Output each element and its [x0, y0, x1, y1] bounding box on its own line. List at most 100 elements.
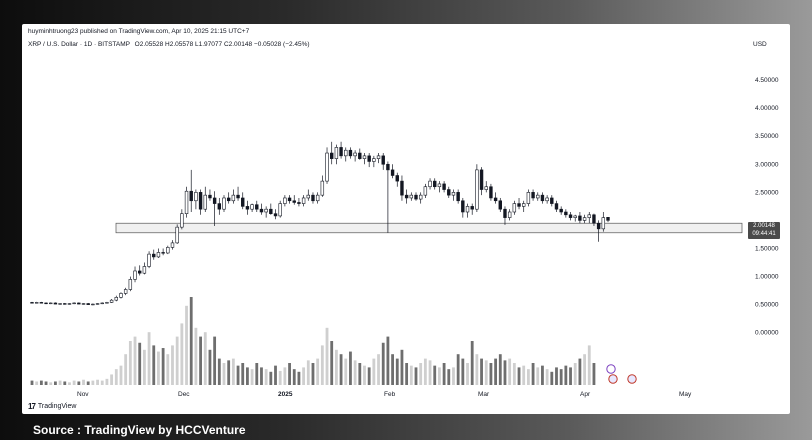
volume-bar	[573, 363, 577, 385]
volume-bar	[470, 341, 474, 385]
volume-bar	[395, 358, 399, 385]
candle-body	[334, 147, 339, 159]
symbol-label[interactable]: XRP / U.S. Dollar · 1D · BITSTAMP	[28, 41, 130, 48]
volume-bar	[512, 363, 516, 385]
volume-bar	[157, 351, 160, 385]
volume-bar	[49, 382, 53, 385]
volume-bar	[222, 363, 226, 385]
volume-bar	[217, 358, 221, 385]
volume-bar	[63, 381, 67, 385]
candle-body	[367, 155, 371, 162]
x-tick-label: Feb	[384, 391, 396, 398]
volume-bar	[35, 381, 39, 385]
candle-body	[489, 186, 493, 199]
candle-body	[451, 192, 456, 196]
volume-bar	[91, 380, 95, 385]
candle-body	[587, 214, 591, 218]
volume-bar	[400, 349, 404, 385]
y-tick-label: 1.50000	[755, 246, 779, 253]
volume-bar	[77, 381, 81, 385]
candle-body	[592, 214, 596, 224]
volume-bar	[311, 363, 315, 385]
volume-bar	[114, 369, 118, 385]
candle-body	[315, 194, 320, 202]
candle-body	[325, 152, 329, 182]
volume-bar	[147, 332, 151, 385]
candle-body	[582, 217, 587, 221]
volume-bar	[320, 345, 324, 385]
last-price-value: 2.00148	[753, 223, 775, 229]
volume-bar	[569, 367, 572, 385]
volume-bar	[231, 358, 235, 385]
volume-bar	[344, 358, 348, 385]
candle-body	[414, 194, 418, 200]
volume-bar	[288, 363, 291, 385]
volume-bar	[330, 341, 334, 385]
volume-bar	[583, 354, 586, 385]
candle-body	[91, 303, 95, 306]
candle-body	[301, 197, 306, 204]
candle-body	[175, 226, 179, 244]
y-tick-label: 3.00000	[755, 161, 779, 168]
publisher-line: huyminhtruong23 published on TradingView…	[28, 28, 250, 35]
candle-body	[109, 299, 114, 303]
candle-body	[386, 163, 390, 171]
candle-body	[39, 302, 44, 304]
candle-body	[522, 203, 526, 207]
candle-body	[479, 169, 484, 190]
volume-bar	[489, 363, 493, 385]
x-tick-label: 2025	[278, 391, 293, 398]
volume-bar	[386, 336, 390, 385]
currency-label[interactable]: USD	[753, 41, 767, 48]
candle-body	[269, 208, 273, 214]
candle-body	[447, 189, 451, 196]
volume-bar	[152, 345, 156, 385]
volume-bar	[264, 369, 268, 385]
volume-bar	[54, 381, 57, 385]
candle-body	[465, 206, 470, 213]
candle-body	[418, 194, 423, 200]
candle-body	[297, 202, 301, 204]
volume-bar	[377, 354, 380, 385]
candle-body	[147, 253, 151, 267]
candle-layer	[30, 141, 610, 306]
candle-body	[437, 183, 442, 188]
candle-body	[531, 192, 535, 199]
volume-bar	[278, 370, 282, 385]
candle-body	[540, 194, 545, 202]
candle-body	[503, 208, 507, 218]
candle-body	[372, 158, 376, 162]
candle-body	[606, 217, 610, 221]
y-tick-label: 3.50000	[755, 133, 779, 140]
candle-body	[344, 149, 348, 157]
candle-body	[390, 169, 395, 176]
x-tick-label: Apr	[580, 391, 591, 398]
volume-bar	[545, 369, 549, 385]
volume-bar	[166, 354, 170, 385]
volume-bar	[564, 365, 568, 385]
tradingview-logo[interactable]: 17 TradingView	[28, 402, 76, 411]
volume-bar	[372, 358, 376, 385]
volume-bar	[68, 382, 71, 385]
candle-body	[30, 302, 34, 304]
candle-body	[517, 203, 521, 207]
candle-body	[409, 194, 414, 199]
candle-body	[287, 197, 292, 202]
x-axis: Nov Dec 2025 Feb Mar Apr May	[77, 391, 692, 398]
x-tick-label: May	[679, 391, 692, 398]
candle-body	[86, 303, 90, 305]
volume-bar	[498, 354, 502, 385]
volume-bar	[353, 360, 357, 385]
candle-body	[184, 190, 189, 214]
y-tick-label: 4.50000	[755, 77, 779, 84]
volume-bar	[391, 354, 394, 385]
candle-body	[44, 302, 48, 305]
candlestick-chart[interactable]: 4.50000 4.00000 3.50000 3.00000 2.50000 1.500…	[22, 24, 790, 414]
volume-bar	[494, 358, 498, 385]
volume-bar	[447, 369, 451, 385]
volume-bar	[578, 358, 582, 385]
candle-body	[404, 194, 409, 199]
candle-body	[564, 211, 568, 216]
candle-body	[208, 194, 212, 199]
volume-bar	[367, 367, 371, 385]
